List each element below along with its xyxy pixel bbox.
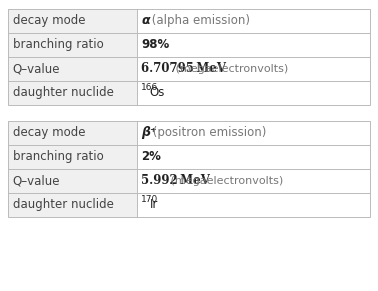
- Text: branching ratio: branching ratio: [13, 38, 104, 51]
- Bar: [136, 9, 370, 105]
- Text: branching ratio: branching ratio: [13, 150, 104, 163]
- Text: (megaelectronvolts): (megaelectronvolts): [167, 176, 283, 186]
- Text: 166: 166: [141, 83, 158, 92]
- Bar: [8, 9, 370, 105]
- Text: 2%: 2%: [141, 150, 161, 163]
- Text: decay mode: decay mode: [13, 14, 85, 27]
- Text: daughter nuclide: daughter nuclide: [13, 86, 114, 99]
- Text: 6.70795 MeV: 6.70795 MeV: [141, 62, 226, 75]
- Text: 98%: 98%: [141, 38, 169, 51]
- Text: (positron emission): (positron emission): [149, 126, 267, 139]
- Text: 5.992 MeV: 5.992 MeV: [141, 174, 210, 187]
- Text: β⁺: β⁺: [141, 126, 157, 139]
- Text: Q–value: Q–value: [13, 174, 60, 187]
- Text: decay mode: decay mode: [13, 126, 85, 139]
- Text: Ir: Ir: [150, 198, 158, 211]
- Bar: [8, 121, 370, 217]
- Text: (alpha emission): (alpha emission): [148, 14, 250, 27]
- Text: (megaelectronvolts): (megaelectronvolts): [172, 64, 288, 74]
- Text: α: α: [141, 14, 150, 27]
- Text: 170: 170: [141, 195, 158, 204]
- Bar: [136, 121, 370, 217]
- Text: Os: Os: [150, 86, 165, 99]
- Bar: [8, 121, 136, 217]
- Bar: [8, 9, 136, 105]
- Text: Q–value: Q–value: [13, 62, 60, 75]
- Text: daughter nuclide: daughter nuclide: [13, 198, 114, 211]
